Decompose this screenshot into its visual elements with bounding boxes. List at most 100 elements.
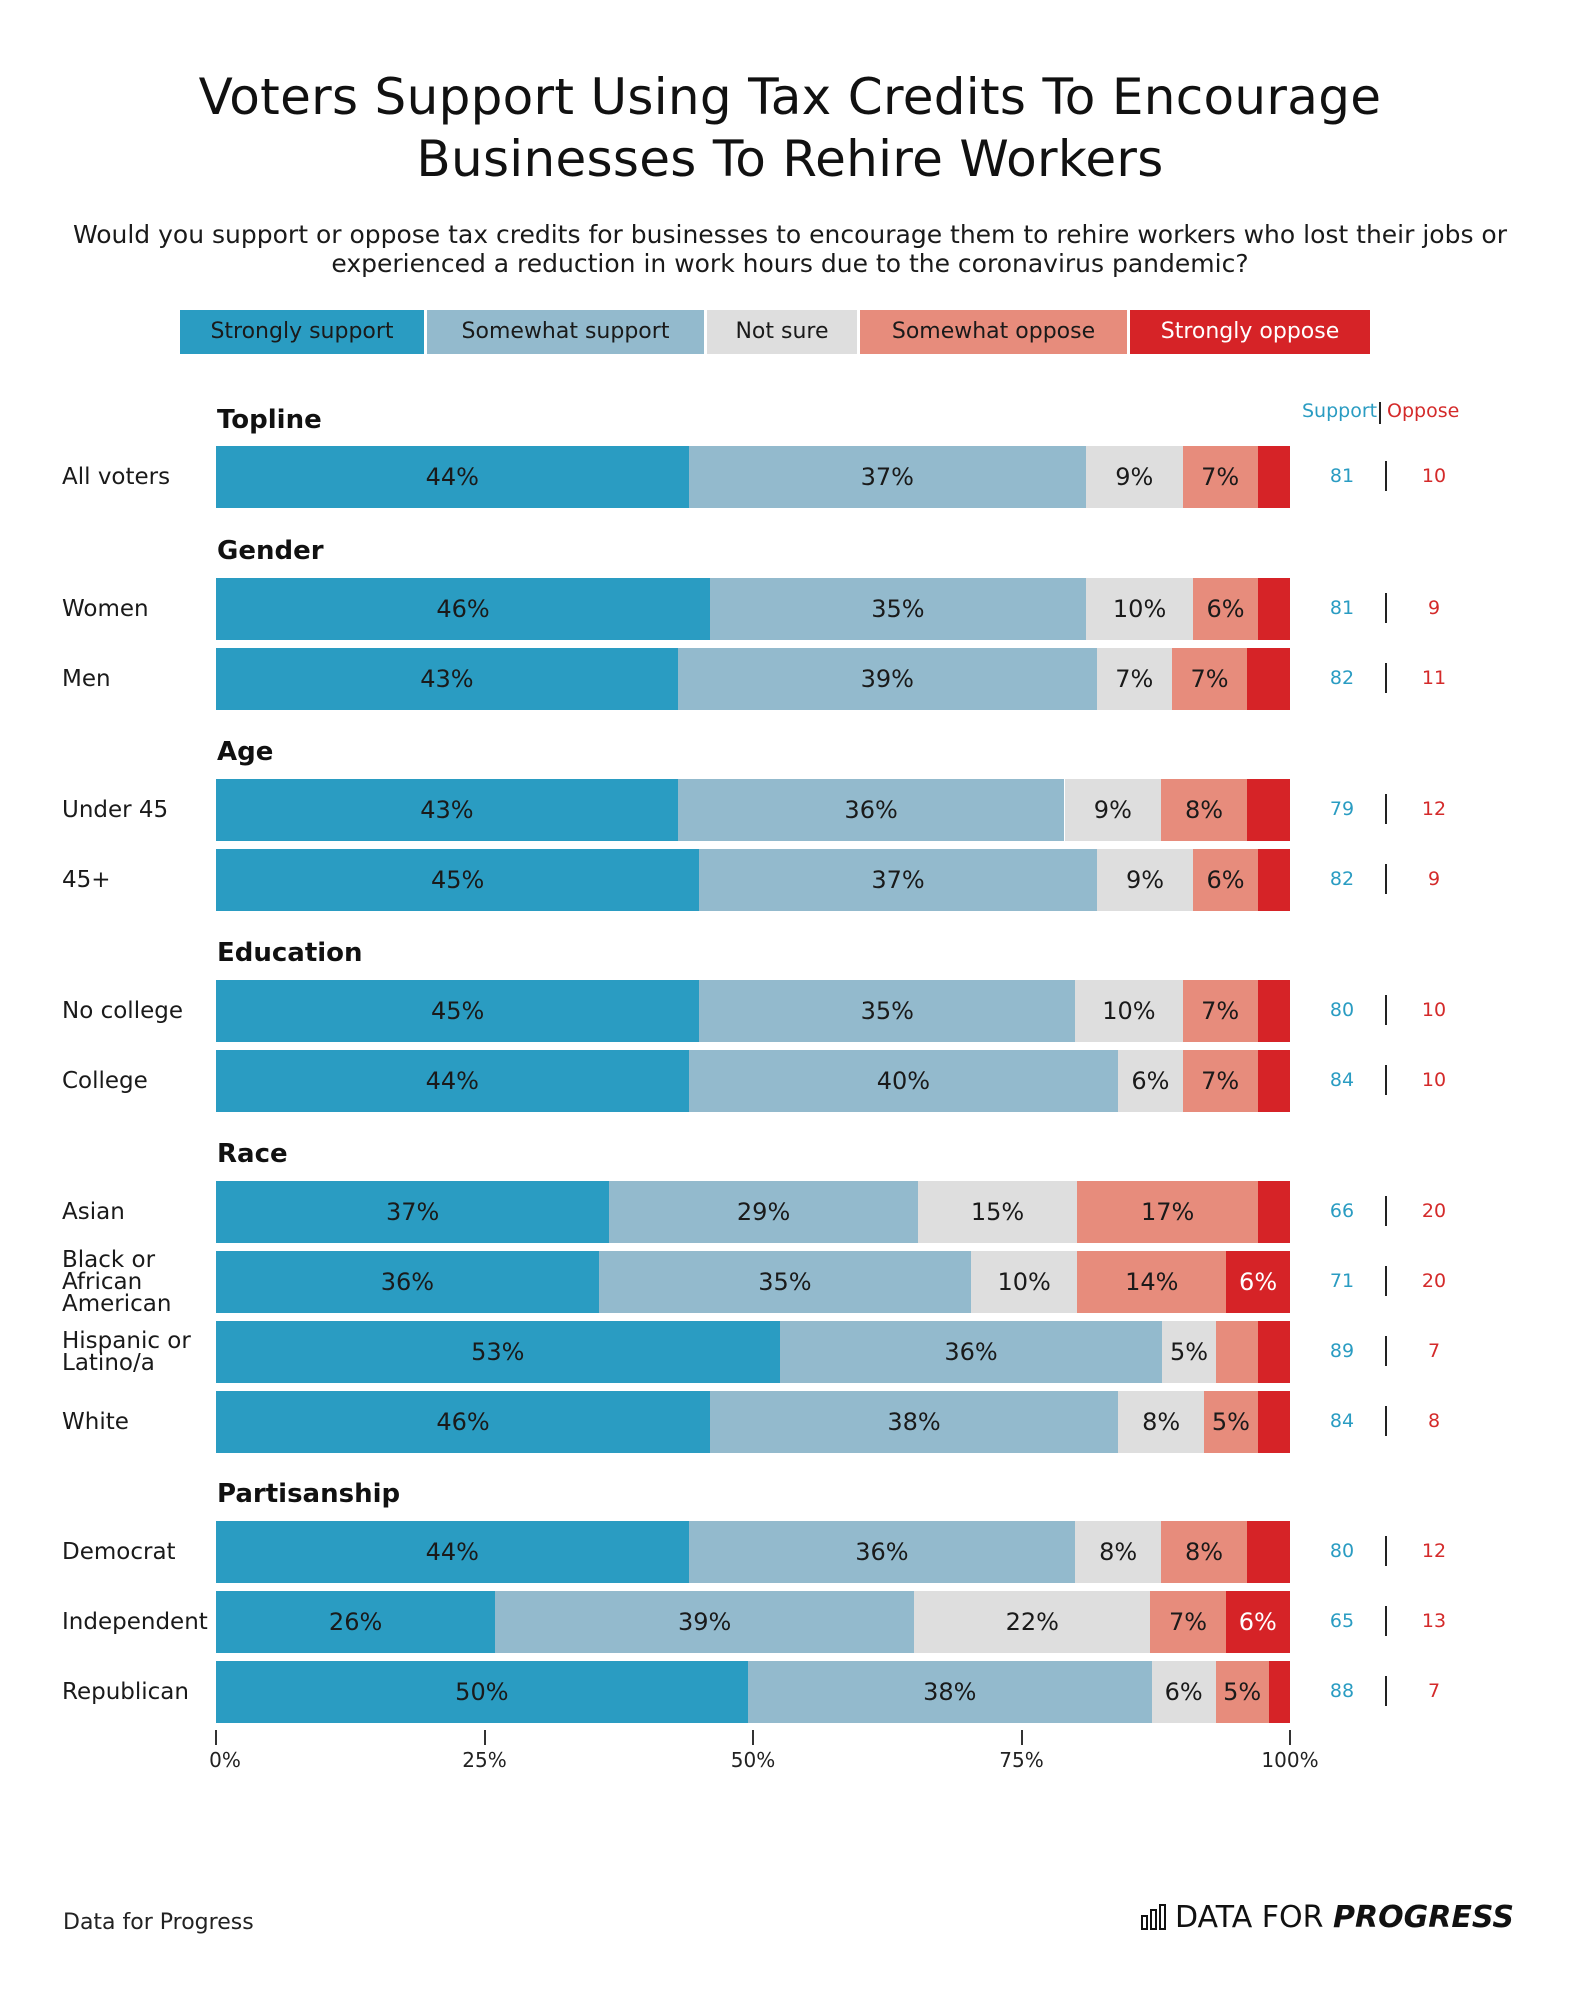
bar-segment: 6%	[1151, 1661, 1216, 1723]
total-divider	[1385, 995, 1387, 1025]
x-axis-tick	[215, 1730, 217, 1745]
support-total: 71	[1329, 1270, 1355, 1292]
oppose-total: 7	[1427, 1340, 1441, 1362]
support-total: 82	[1329, 868, 1355, 890]
bar-segment: 40%	[688, 1050, 1119, 1112]
bar-segment: 7%	[1150, 1591, 1226, 1653]
bar-segment: 10%	[971, 1251, 1078, 1313]
row-label: Asian	[62, 1199, 125, 1225]
bar-segment: 45%	[216, 980, 700, 1042]
bar-segment: 7%	[1096, 648, 1172, 710]
legend-item-not-sure: Not sure	[707, 310, 857, 354]
bar-segment: 50%	[216, 1661, 748, 1723]
row-label: Hispanic or Latino/a	[62, 1328, 191, 1376]
bar-segment: 7%	[1171, 648, 1248, 710]
oppose-total: 11	[1421, 667, 1447, 689]
oppose-total: 9	[1427, 868, 1441, 890]
support-total: 88	[1329, 1680, 1355, 1702]
bar-segment: 36%	[779, 1321, 1163, 1383]
bar-segment	[1258, 1181, 1290, 1243]
bar-segment: 6%	[1226, 1251, 1290, 1313]
support-total: 84	[1329, 1410, 1355, 1432]
row-label: Women	[62, 596, 149, 622]
oppose-total: 7	[1427, 1680, 1441, 1702]
group-heading: Race	[217, 1139, 288, 1169]
oppose-column-header: Oppose	[1387, 400, 1460, 422]
bar-segment: 38%	[710, 1391, 1119, 1453]
bar-segment	[1247, 648, 1290, 710]
row-label: College	[62, 1068, 148, 1094]
bar-segment: 7%	[1182, 446, 1258, 508]
support-total: 82	[1329, 667, 1355, 689]
bar-segment: 8%	[1161, 779, 1247, 841]
row-label: All voters	[62, 464, 171, 490]
legend-item-somewhat-oppose: Somewhat oppose	[860, 310, 1127, 354]
bar-segment: 5%	[1204, 1391, 1258, 1453]
bar-chart-icon	[1140, 1903, 1167, 1938]
bar-segment	[1258, 1321, 1290, 1383]
row-label: No college	[62, 998, 183, 1024]
x-axis-tick	[1289, 1730, 1291, 1745]
support-total: 65	[1329, 1610, 1355, 1632]
bar-segment: 44%	[216, 446, 689, 508]
total-divider	[1385, 1606, 1387, 1636]
header-divider	[1379, 402, 1381, 424]
total-divider	[1385, 663, 1387, 693]
bar-segment: 35%	[598, 1251, 971, 1313]
oppose-total: 10	[1421, 465, 1447, 487]
oppose-total: 13	[1421, 1610, 1447, 1632]
total-divider	[1385, 1196, 1387, 1226]
brand-text-bold: PROGRESS	[1333, 1900, 1514, 1935]
support-total: 80	[1329, 1540, 1355, 1562]
bar-segment: 37%	[216, 1181, 610, 1243]
total-divider	[1385, 864, 1387, 894]
source-credit: Data for Progress	[63, 1910, 254, 1935]
bar-segment: 17%	[1077, 1181, 1259, 1243]
bar-segment	[1247, 1521, 1290, 1583]
x-axis-tick	[1020, 1730, 1023, 1745]
bar-segment	[1257, 578, 1290, 640]
x-axis-tick-label: 100%	[1261, 1748, 1319, 1772]
bar-segment: 36%	[677, 779, 1065, 841]
bar-segment: 29%	[609, 1181, 918, 1243]
bar-segment: 35%	[699, 980, 1076, 1042]
group-heading: Topline	[217, 405, 322, 435]
row-label: Men	[62, 666, 111, 692]
bar-segment: 15%	[917, 1181, 1078, 1243]
oppose-total: 10	[1421, 1069, 1447, 1091]
brand-logo: DATA FOR PROGRESS	[1140, 1900, 1514, 1938]
support-total: 81	[1329, 465, 1355, 487]
row-label: 45+	[62, 867, 111, 893]
bar-segment: 43%	[216, 779, 678, 841]
row-label: White	[62, 1409, 129, 1435]
x-axis-tick-label: 50%	[730, 1748, 776, 1772]
total-divider	[1385, 1406, 1387, 1436]
total-divider	[1385, 794, 1387, 824]
oppose-total: 8	[1427, 1410, 1441, 1432]
bar-segment: 9%	[1064, 779, 1162, 841]
oppose-total: 12	[1421, 798, 1447, 820]
support-total: 79	[1329, 798, 1355, 820]
bar-segment: 38%	[747, 1661, 1152, 1723]
total-divider	[1385, 593, 1387, 623]
bar-segment: 10%	[1085, 578, 1194, 640]
bar-segment	[1257, 1391, 1290, 1453]
group-heading: Age	[217, 737, 274, 767]
legend-item-strongly-support: Strongly support	[180, 310, 424, 354]
chart-title: Voters Support Using Tax Credits To Enco…	[198, 68, 1382, 188]
total-divider	[1385, 1536, 1387, 1566]
bar-segment: 46%	[216, 578, 710, 640]
bar-segment	[1257, 1050, 1290, 1112]
bar-segment: 36%	[216, 1251, 599, 1313]
x-axis-tick-label: 75%	[999, 1748, 1044, 1772]
bar-segment: 6%	[1118, 1050, 1183, 1112]
bar-segment: 37%	[699, 849, 1097, 911]
oppose-total: 20	[1421, 1270, 1447, 1292]
bar-segment: 45%	[216, 849, 700, 911]
bar-segment	[1257, 849, 1290, 911]
bar-segment: 8%	[1161, 1521, 1247, 1583]
bar-segment: 8%	[1075, 1521, 1162, 1583]
row-label: Democrat	[62, 1539, 176, 1565]
x-axis-tick	[483, 1730, 486, 1745]
bar-segment: 44%	[216, 1050, 689, 1112]
